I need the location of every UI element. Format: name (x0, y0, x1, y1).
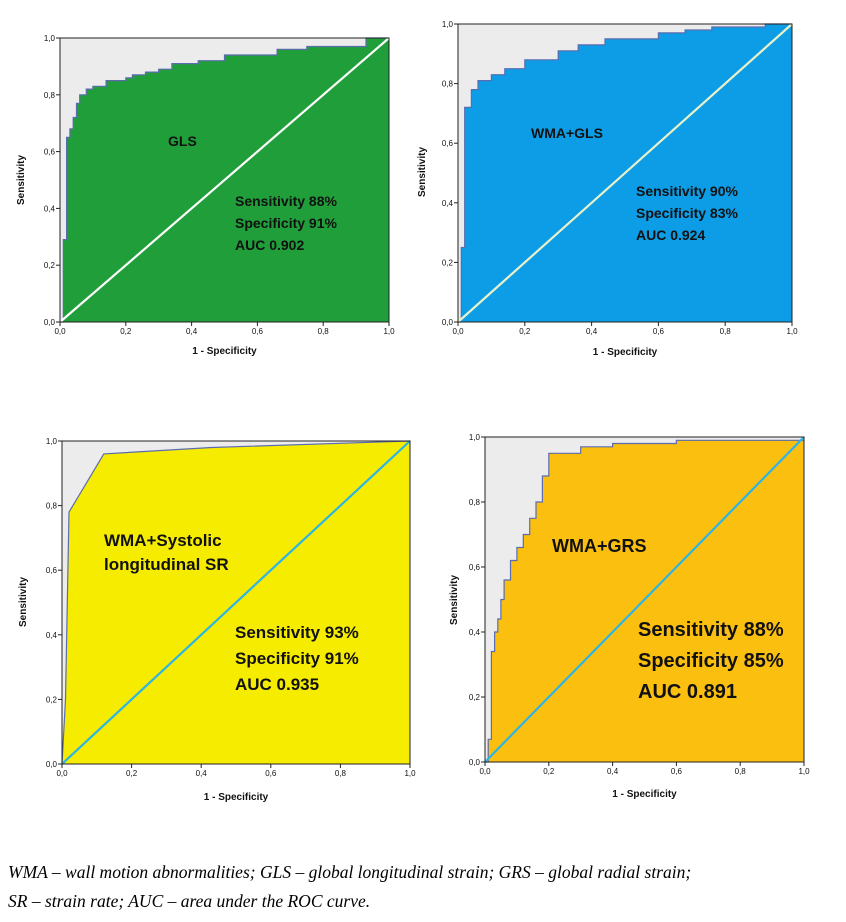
roc-curve (61, 440, 411, 765)
y-tick-label: 0,2 (46, 695, 58, 704)
stat-line: AUC 0.902 (235, 237, 304, 253)
stat-line: Sensitivity 88% (235, 193, 337, 209)
y-tick-label: 1,0 (442, 20, 454, 29)
y-tick-label: 0,6 (46, 566, 58, 575)
x-axis-label: 1 - Specificity (204, 792, 269, 803)
x-tick-label: 0,6 (265, 769, 277, 778)
y-axis-label: Sensitivity (18, 577, 29, 627)
plot-frame (457, 23, 793, 323)
caption-line-1: WMA – wall motion abnormalities; GLS – g… (8, 862, 692, 882)
x-tick-label: 0,6 (653, 327, 665, 336)
figure-caption: WMA – wall motion abnormalities; GLS – g… (8, 858, 842, 916)
x-tick-label: 1,0 (404, 769, 416, 778)
x-tick-label: 0,2 (120, 327, 132, 336)
x-tick-label: 0,0 (54, 327, 66, 336)
x-axis-label: 1 - Specificity (593, 347, 658, 358)
x-tick-label: 0,6 (252, 327, 264, 336)
y-tick-label: 0,0 (469, 758, 481, 767)
y-tick-label: 0,0 (46, 760, 58, 769)
x-tick-label: 0,4 (196, 769, 208, 778)
x-axis-label: 1 - Specificity (612, 789, 677, 800)
x-tick-label: 0,0 (56, 769, 68, 778)
y-axis-label: Sensitivity (449, 575, 460, 625)
roc-curve (458, 23, 792, 323)
roc-figure: 0,00,00,20,20,40,40,60,60,80,81,01,01 - … (16, 20, 810, 803)
x-tick-label: 0,4 (586, 327, 598, 336)
x-tick-label: 1,0 (798, 767, 810, 776)
chart-title: GLS (168, 133, 197, 149)
caption-line-2: SR – strain rate; AUC – area under the R… (8, 891, 371, 911)
x-tick-label: 0,2 (519, 327, 531, 336)
y-tick-label: 0,6 (442, 139, 454, 148)
stat-line: AUC 0.924 (636, 227, 705, 243)
y-tick-label: 0,0 (442, 318, 454, 327)
x-tick-label: 0,8 (720, 327, 732, 336)
roc-chart-2: 0,00,0 0,2 0,2 0,4 0,4 0,6 0,6 0,8 0,8 1,0 1,0 1 - … (417, 20, 798, 358)
y-tick-label: 0,4 (442, 199, 454, 208)
x-tick-label: 0,4 (607, 767, 619, 776)
x-tick-label: 1,0 (383, 327, 395, 336)
stat-line: Sensitivity 90% (636, 183, 738, 199)
roc-chart-3: 0,00,0 0,2 0,2 0,4 0,4 0,6 0,6 0,8 0,8 1,0 1,0 1 - … (18, 437, 416, 803)
y-tick-label: 0,4 (46, 631, 58, 640)
plot-frame (484, 436, 805, 763)
stat-line: Specificity 91% (235, 649, 359, 668)
y-tick-label: 0,0 (44, 318, 56, 327)
stat-line: Specificity 91% (235, 215, 337, 231)
y-tick-label: 0,6 (44, 148, 56, 157)
y-tick-label: 0,8 (46, 502, 58, 511)
roc-curve (485, 439, 804, 763)
x-tick-label: 0,0 (479, 767, 491, 776)
x-axis-label: 1 - Specificity (192, 346, 257, 357)
x-tick-label: 0,6 (671, 767, 683, 776)
chart-title: WMA+GRS (552, 536, 647, 556)
y-tick-label: 0,2 (44, 261, 56, 270)
reference-diagonal (484, 436, 805, 763)
chart-title: WMA+Systolic (104, 531, 222, 550)
x-tick-label: 1,0 (786, 327, 798, 336)
y-tick-label: 0,8 (44, 91, 56, 100)
y-axis-label: Sensitivity (16, 155, 27, 205)
y-tick-label: 0,6 (469, 563, 481, 572)
x-tick-label: 0,8 (735, 767, 747, 776)
plot-frame (61, 440, 411, 765)
reference-diagonal (59, 37, 390, 323)
y-tick-label: 1,0 (44, 34, 56, 43)
stat-line: Specificity 83% (636, 205, 738, 221)
stat-line: Sensitivity 93% (235, 623, 359, 642)
y-tick-label: 0,2 (469, 693, 481, 702)
stat-line: Sensitivity 88% (638, 619, 784, 641)
reference-diagonal (61, 440, 411, 765)
y-tick-label: 0,8 (469, 498, 481, 507)
x-tick-label: 0,8 (335, 769, 347, 778)
chart-title: longitudinal SR (104, 555, 229, 574)
stat-line: AUC 0.935 (235, 675, 319, 694)
roc-chart-4: 0,00,0 0,2 0,2 0,4 0,4 0,6 0,6 0,8 0,8 1,0 1,0 1 - … (449, 433, 810, 800)
y-axis-label: Sensitivity (417, 147, 428, 197)
stat-line: AUC 0.891 (638, 681, 737, 703)
roc-chart-1: 0,00,0 0,2 0,2 0,4 0,4 0,6 0,6 0,8 0,8 1,0 1,0 1 - … (16, 34, 395, 357)
x-tick-label: 0,2 (126, 769, 138, 778)
stat-line: Specificity 85% (638, 650, 784, 672)
y-tick-label: 0,4 (44, 204, 56, 213)
y-tick-label: 1,0 (46, 437, 58, 446)
x-tick-label: 0,8 (318, 327, 330, 336)
x-tick-label: 0,4 (186, 327, 198, 336)
reference-diagonal (457, 23, 793, 323)
y-tick-label: 0,4 (469, 628, 481, 637)
y-tick-label: 0,8 (442, 80, 454, 89)
x-tick-label: 0,2 (543, 767, 555, 776)
x-tick-label: 0,0 (452, 327, 464, 336)
chart-title: WMA+GLS (531, 125, 603, 141)
y-tick-label: 1,0 (469, 433, 481, 442)
roc-curve (60, 37, 389, 323)
y-tick-label: 0,2 (442, 258, 454, 267)
plot-frame (59, 37, 390, 323)
